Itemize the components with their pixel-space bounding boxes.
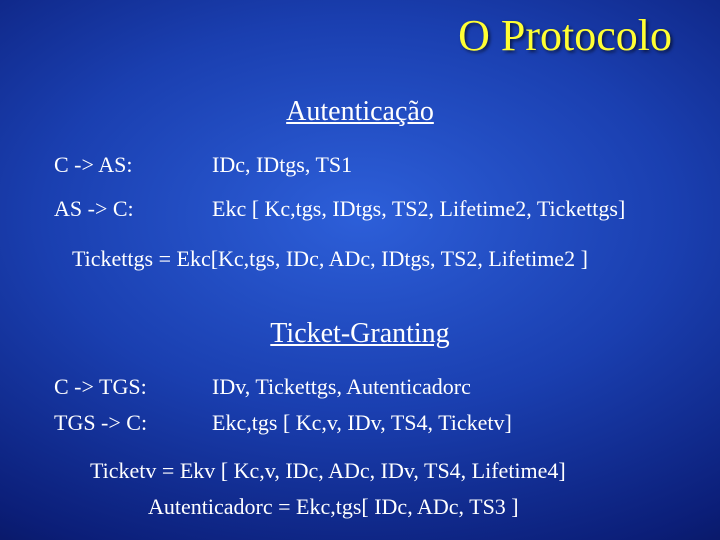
auth-line1-value: IDc, IDtgs, TS1 [212,152,352,178]
tg-line2-label: TGS -> C: [54,410,204,436]
slide: O Protocolo Autenticação C -> AS: IDc, I… [0,0,720,540]
auth-line1-label: C -> AS: [54,152,204,178]
tg-line1-label: C -> TGS: [54,374,204,400]
section-heading-auth: Autenticação [0,96,720,128]
auth-line2-value: Ekc [ Kc,tgs, IDtgs, TS2, Lifetime2, Tic… [212,196,625,222]
auth-line2-label: AS -> C: [54,196,204,222]
slide-title: O Protocolo [458,10,672,61]
tg-line3: Ticketv = Ekv [ Kc,v, IDc, ADc, IDv, TS4… [90,458,566,484]
section-heading-tg: Ticket-Granting [0,318,720,350]
tg-line2-value: Ekc,tgs [ Kc,v, IDv, TS4, Ticketv] [212,410,512,436]
tg-line4: Autenticadorc = Ekc,tgs[ IDc, ADc, TS3 ] [148,494,519,520]
tg-line1-value: IDv, Tickettgs, Autenticadorc [212,374,471,400]
auth-line3: Tickettgs = Ekc[Kc,tgs, IDc, ADc, IDtgs,… [72,246,588,272]
